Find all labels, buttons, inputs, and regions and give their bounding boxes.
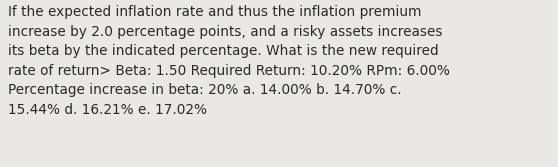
- Text: If the expected inflation rate and thus the inflation premium
increase by 2.0 pe: If the expected inflation rate and thus …: [8, 5, 450, 117]
